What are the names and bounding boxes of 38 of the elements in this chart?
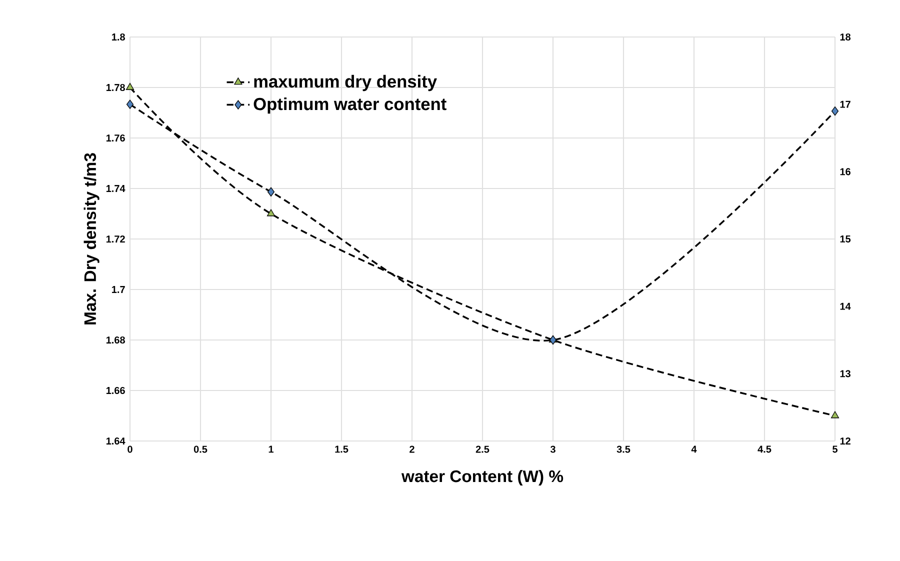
y-tick-label: 1.72 — [106, 236, 125, 242]
x-tick-label: 5 — [832, 446, 838, 453]
y-axis-title: Max. Dry density t/m3 — [84, 153, 100, 324]
x-tick-label: 4 — [691, 446, 697, 453]
point — [267, 187, 275, 196]
x-axis-title: water Content (W) % — [401, 470, 564, 486]
x-tick-label: 2.5 — [476, 446, 490, 453]
y2-tick-label: 16 — [840, 168, 850, 176]
point — [126, 82, 134, 90]
x-tick-label: 4.5 — [758, 446, 772, 453]
x-tick-label: 0 — [128, 446, 132, 453]
y2-tick-label: 18 — [840, 33, 851, 41]
x-tick-label: 0.5 — [194, 446, 208, 453]
legend-label: Optimum water content — [254, 97, 446, 114]
point — [831, 106, 839, 116]
y-tick-label: 1.66 — [106, 386, 125, 394]
y-tick-label: 1.7 — [112, 286, 125, 293]
y2-tick-label: 13 — [840, 370, 850, 378]
point — [549, 335, 557, 345]
point — [266, 209, 276, 216]
x-tick-label: 3 — [550, 446, 556, 453]
x-tick-label: 2 — [410, 446, 414, 453]
y2-tick-label: 17 — [840, 100, 850, 108]
y-tick-label: 1.68 — [106, 336, 125, 344]
point — [830, 411, 840, 418]
x-tick-label: 1.5 — [335, 446, 348, 453]
y-tick-label: 1.64 — [106, 437, 126, 445]
x-tick-label: 1 — [268, 446, 274, 453]
y-tick-label: 1.8 — [112, 33, 125, 41]
y-tick-label: 1.74 — [106, 185, 126, 192]
y2-tick-label: 14 — [840, 302, 851, 310]
x-tick-label: 3.5 — [616, 446, 630, 453]
point — [126, 100, 134, 109]
y-tick-label: 1.76 — [106, 134, 125, 142]
y-tick-label: 1.78 — [106, 84, 125, 92]
y2-tick-label: 12 — [840, 438, 850, 444]
legend-label: maxumum dry density — [254, 74, 437, 92]
y2-tick-label: 15 — [840, 236, 851, 242]
